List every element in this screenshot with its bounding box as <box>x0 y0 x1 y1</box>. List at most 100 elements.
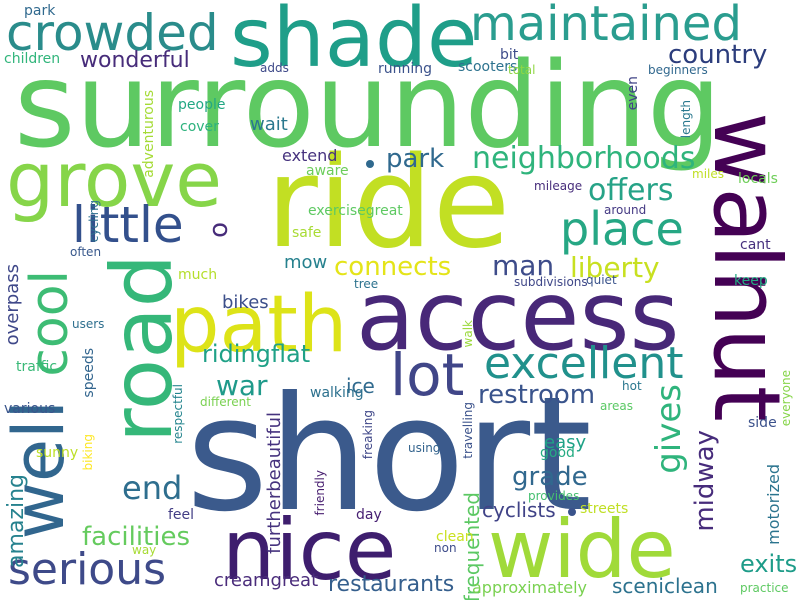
word-overpass: overpass <box>2 264 23 346</box>
word-little: little <box>72 196 184 254</box>
word-length: even <box>625 76 641 111</box>
word-side: areas <box>600 399 634 413</box>
word-midway: midway <box>690 430 720 532</box>
word-path: path <box>170 280 348 370</box>
word-approximately: approximately <box>472 578 587 597</box>
word-end: end <box>122 469 183 507</box>
word-keep: much <box>178 267 218 283</box>
word-travelling: freaking <box>361 410 375 460</box>
word-streets: provides <box>528 489 580 503</box>
word-exercisegreat: around <box>604 203 647 217</box>
word-lot: lot <box>390 341 465 409</box>
word-wonderful: wonderful <box>80 48 190 73</box>
word-bikes: bikes <box>222 292 269 313</box>
word-ride: ride <box>266 129 511 276</box>
word-neighborhoods: neighborhoods <box>472 141 696 176</box>
word-cycling: locals <box>738 171 778 187</box>
word-furtherbeautiful: furtherbeautiful <box>264 412 285 554</box>
word-extend: extend <box>282 146 338 165</box>
word-ice: ice <box>346 374 375 398</box>
word-walking: speeds <box>81 348 97 398</box>
word-serious: serious <box>8 544 167 595</box>
word-clean: day <box>356 507 382 523</box>
word-without: practice <box>740 581 789 595</box>
word-easy: easy <box>544 432 587 453</box>
word-running: children <box>4 51 61 67</box>
word-sunny: good <box>540 445 575 461</box>
word-quiet: subdivisions <box>514 275 588 289</box>
word-amazing: amazing <box>4 474 29 568</box>
word-various: everyone <box>779 370 793 427</box>
word-friendly: feel <box>168 507 195 523</box>
word-areas: travelling <box>461 402 475 459</box>
word-users: quiet <box>586 273 617 287</box>
word-adds: total <box>508 63 536 77</box>
word-country: country <box>668 40 768 70</box>
word-grade: grade <box>512 462 588 492</box>
word-using: side <box>748 415 777 431</box>
word-aware: length <box>679 100 693 139</box>
word-provides: friendly <box>313 470 327 516</box>
word-grove: grove <box>6 135 223 224</box>
word-gives: gives <box>649 384 689 474</box>
dot-mark <box>366 160 374 168</box>
word-facilities: facilities <box>82 522 191 552</box>
word-restroom: restroom <box>478 380 596 410</box>
word-cant: safe <box>292 225 322 241</box>
word-safe: exercisegreat <box>308 203 403 219</box>
word-respectful: biking <box>81 434 95 471</box>
word-place: place <box>560 202 684 256</box>
word-speeds: traffic <box>16 359 58 375</box>
word-even: cover <box>180 119 219 135</box>
word-people: adventurous <box>141 90 157 178</box>
dot-mark <box>568 508 576 516</box>
word-crowded: crowded <box>6 4 219 62</box>
word-hot: walking <box>310 385 364 401</box>
word-practice: way <box>132 543 157 557</box>
word-wide: wide <box>488 503 676 596</box>
word-exits: exits <box>740 550 798 578</box>
word-surrounding: surrounding <box>14 36 722 174</box>
word-mileage: cycling <box>87 200 101 243</box>
word-ridingflat: ridingflat <box>202 340 311 368</box>
word-man: man <box>492 249 555 282</box>
word-adventurous: beginners <box>648 63 708 77</box>
word-sceniclean: sceniclean <box>612 574 718 598</box>
word-excellent: excellent <box>484 338 684 389</box>
word-locals: miles <box>692 167 724 181</box>
word-different: respectful <box>171 384 185 444</box>
word-miles: aware <box>306 163 349 179</box>
word-good: using <box>408 441 441 455</box>
word-biking: various <box>4 401 56 417</box>
word-walnut: walnut <box>693 112 800 422</box>
word-scooters: running <box>378 61 433 77</box>
word-wait: wait <box>250 114 288 135</box>
word-bit: scooters <box>458 59 518 75</box>
word-o: o <box>204 222 234 238</box>
word-everyone: hot <box>622 379 642 393</box>
word-shade: shade <box>230 0 478 86</box>
word-around: mileage <box>534 179 583 193</box>
word-motorized: motorized <box>764 464 783 545</box>
word-way: non <box>434 541 457 555</box>
word-restaurants: restaurants <box>328 572 455 597</box>
word-short: short <box>186 363 593 547</box>
word-nice: nice <box>222 501 397 599</box>
word-war: war <box>216 369 268 402</box>
word-traffic: walk <box>461 320 475 348</box>
word-maintained: maintained <box>470 0 742 52</box>
word-subdivisions: tree <box>354 277 379 291</box>
word-mow: mow <box>284 252 328 273</box>
word-non: clean <box>436 529 474 545</box>
word-cover: people <box>178 97 226 113</box>
word-day: streets <box>580 501 629 517</box>
word-often: cant <box>740 237 771 253</box>
word-freaking: different <box>200 395 251 409</box>
word-beginners: adds <box>260 61 289 75</box>
word-cyclists: cyclists <box>482 498 556 522</box>
word-access: access <box>356 260 680 372</box>
word-walk: users <box>72 317 105 331</box>
word-liberty: liberty <box>570 251 660 284</box>
word-tree: keep <box>734 273 768 289</box>
word-park: park <box>386 144 445 174</box>
